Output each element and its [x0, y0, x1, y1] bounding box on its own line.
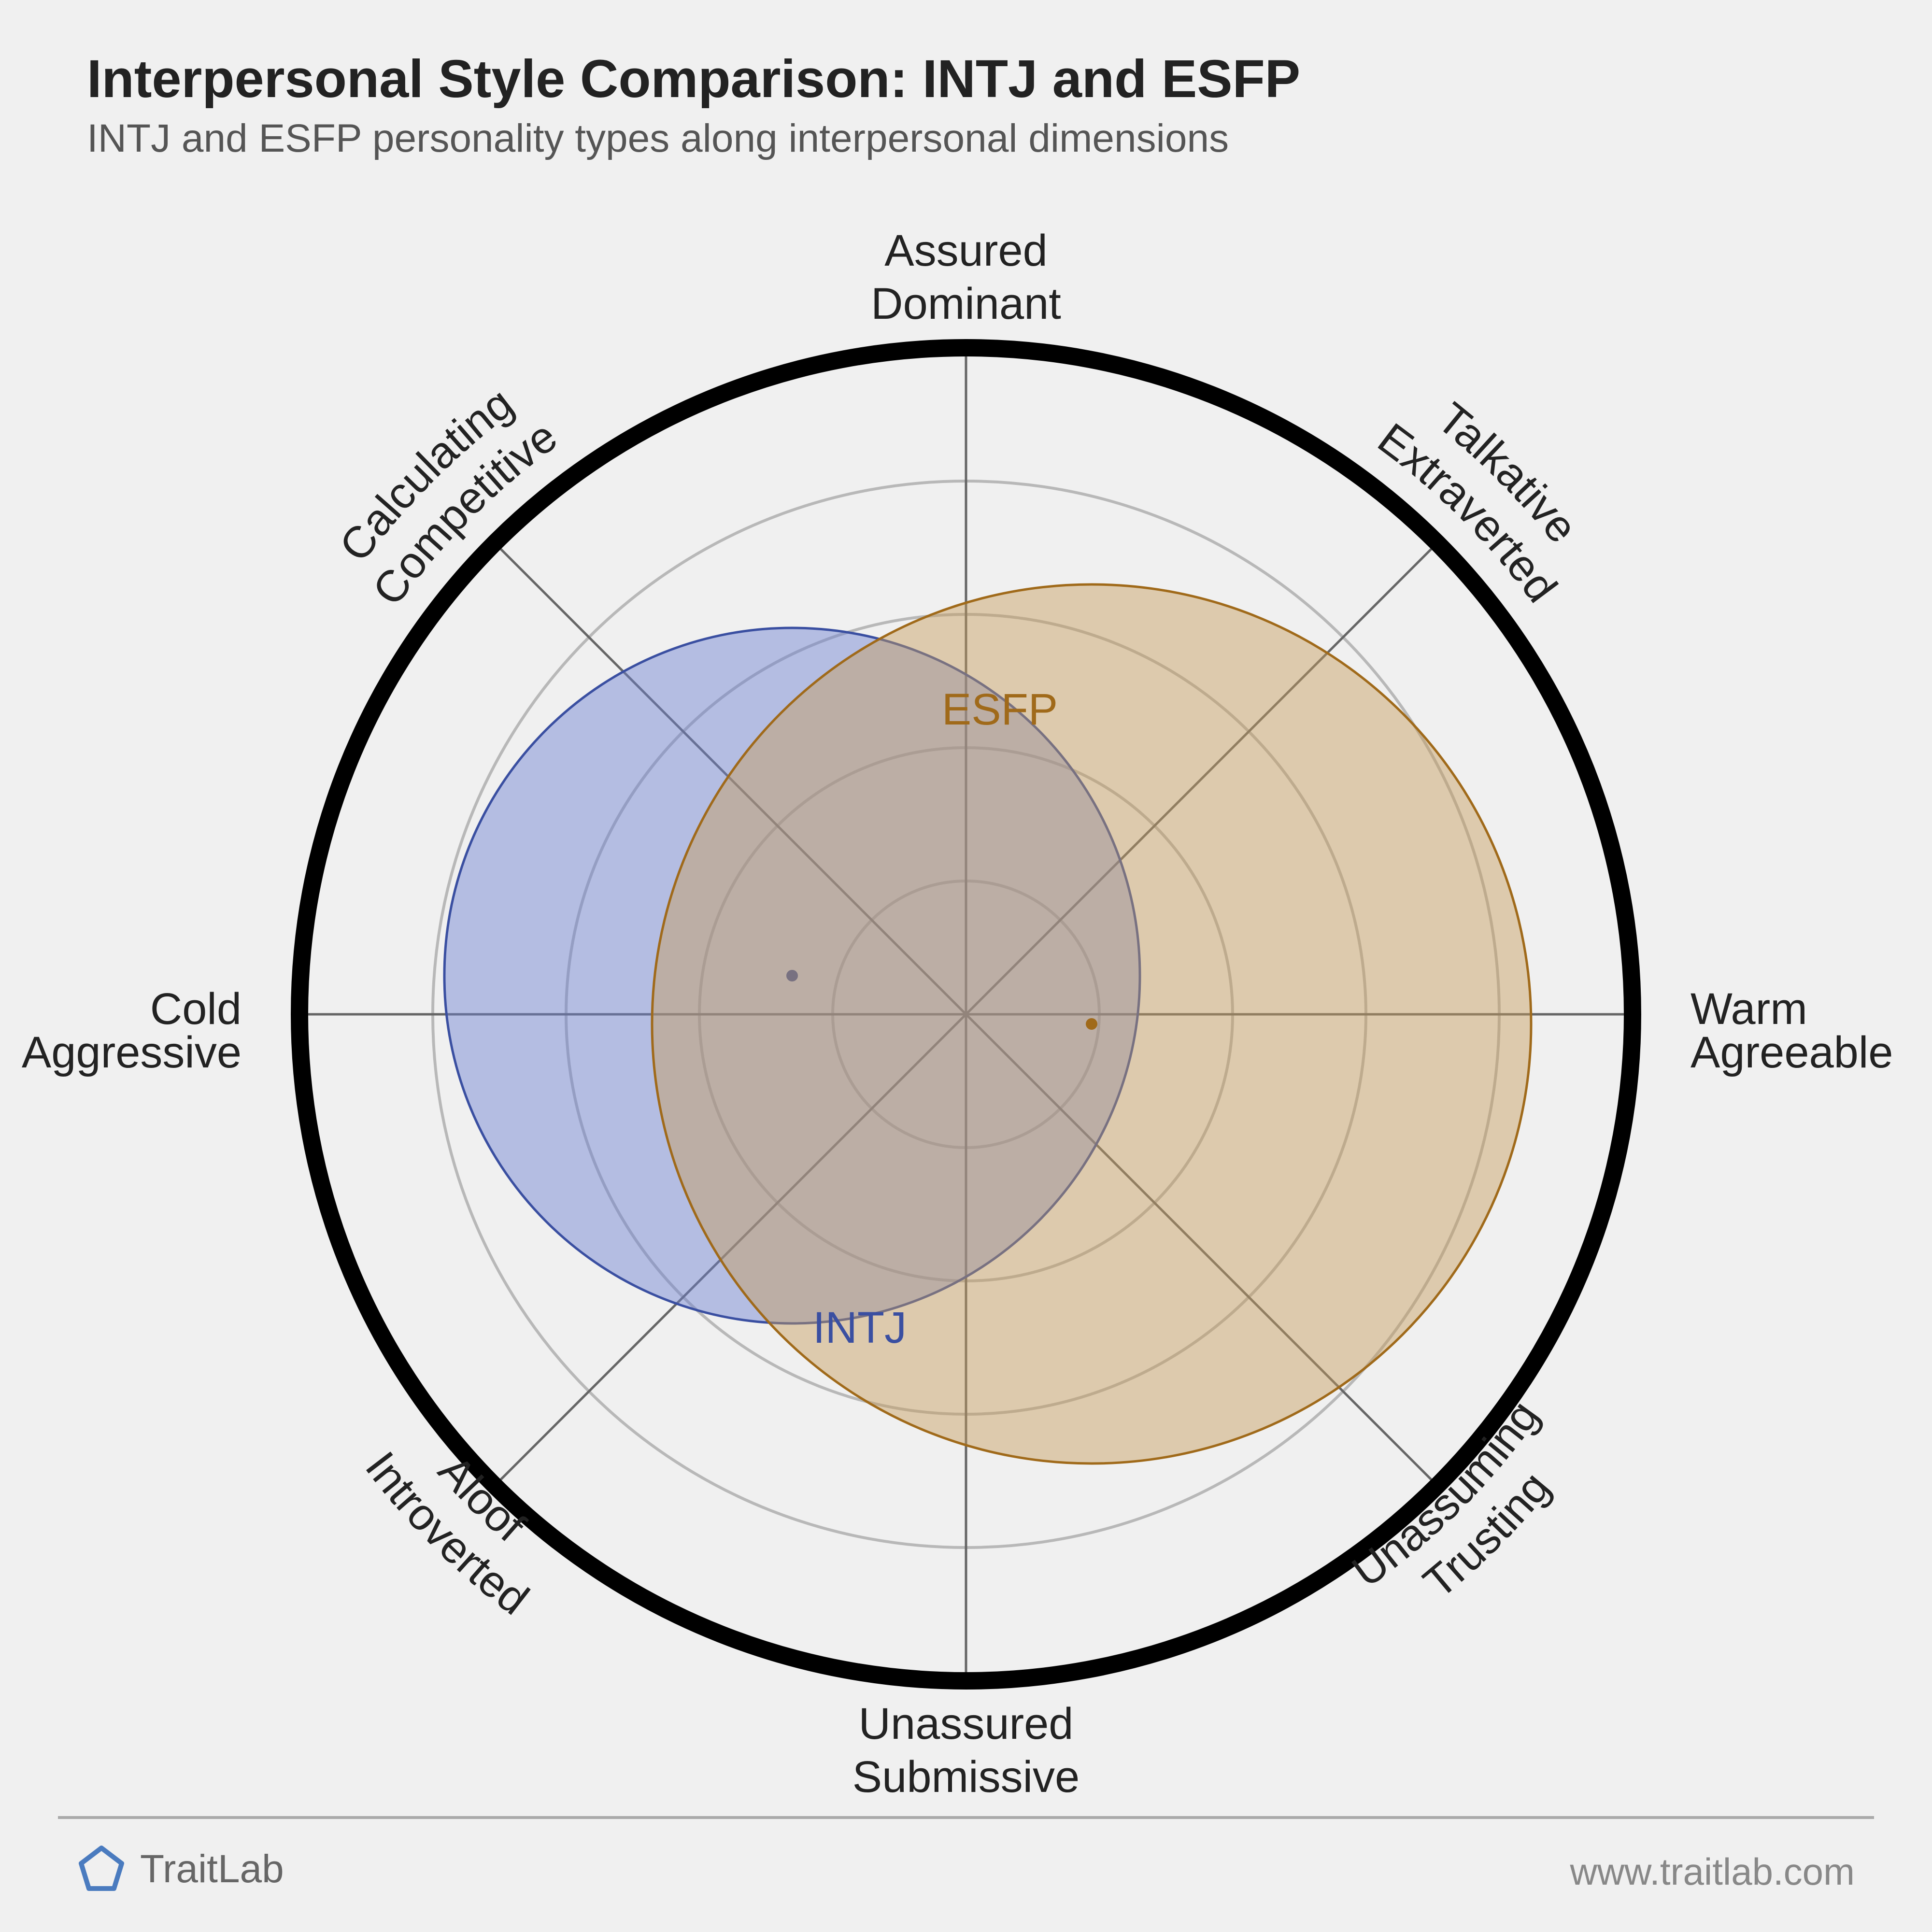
axis-label-agreeable: Agreeable: [1690, 1028, 1893, 1077]
series-esfp-center: [1086, 1018, 1097, 1030]
footer-brand-text: TraitLab: [140, 1847, 284, 1892]
axis-label-submissive: Submissive: [852, 1752, 1080, 1802]
footer-url: www.traitlab.com: [1570, 1850, 1855, 1894]
axis-label-dominant: Assured: [884, 226, 1048, 275]
chart-subtitle: INTJ and ESFP personality types along in…: [87, 116, 1229, 161]
series-esfp-label: ESFP: [942, 685, 1058, 734]
axis-label-aggressive: Aggressive: [22, 1028, 242, 1077]
chart-title: Interpersonal Style Comparison: INTJ and…: [87, 48, 1300, 110]
chart-container: Interpersonal Style Comparison: INTJ and…: [0, 0, 1932, 1932]
footer: TraitLab www.traitlab.com: [0, 1816, 1932, 1932]
axis-label-warm: Warm: [1690, 984, 1807, 1034]
circumplex-plot: INTJESFPAssuredDominantExtravertedTalkat…: [0, 0, 1932, 1932]
axis-label-cold: Cold: [150, 984, 242, 1034]
series-intj-label: INTJ: [813, 1303, 907, 1352]
footer-divider: [58, 1816, 1874, 1819]
footer-brand: TraitLab: [77, 1845, 284, 1893]
axis-label-unassured: Unassured: [859, 1699, 1074, 1748]
traitlab-logo-icon: [77, 1845, 126, 1893]
axis-label-assured: Dominant: [871, 279, 1061, 328]
